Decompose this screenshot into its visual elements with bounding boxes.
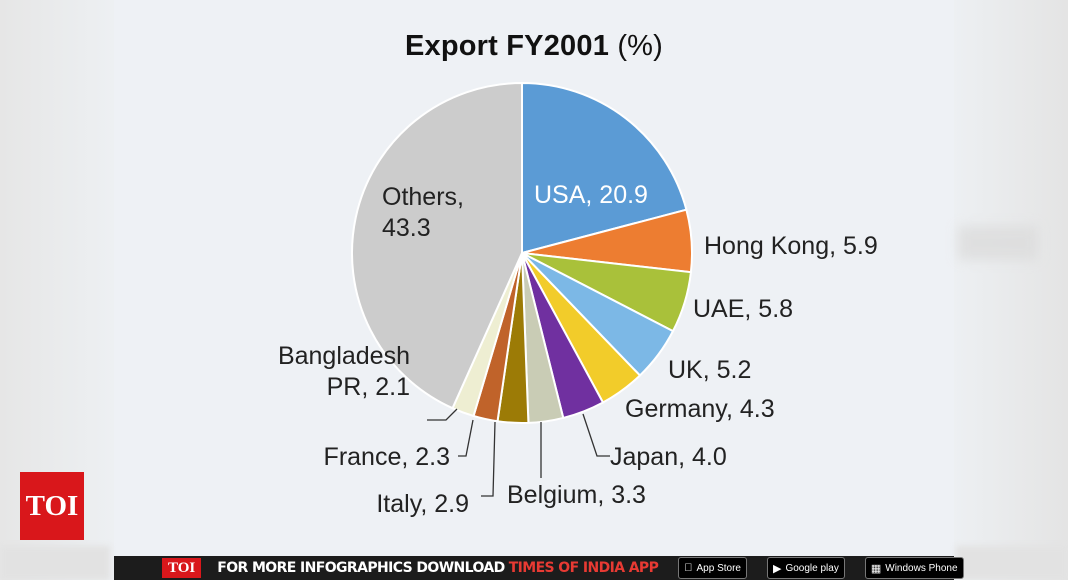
google-play-label: Google play (777, 562, 838, 574)
play-icon: ▶ (764, 562, 781, 575)
blurred-right-edge (956, 546, 1068, 580)
pie-label-uk: UK, 5.2 (668, 356, 751, 384)
apple-icon:  (684, 562, 692, 574)
blurred-background-text (958, 226, 1038, 260)
pie-label-bangladesh-pr-line-1: Bangladesh (278, 342, 410, 370)
pie-label-bangladesh-pr-line-2: PR, 2.1 (327, 373, 410, 401)
google-play-badge[interactable]: ▶ Google play (767, 557, 845, 579)
pie-label-belgium: Belgium, 3.3 (507, 481, 646, 509)
windows-phone-badge[interactable]: ▦ Windows Phone (862, 557, 964, 579)
chart-title-main: Export FY2001 (404, 30, 610, 62)
pie-slice-others (351, 81, 523, 410)
pie-label-italy: Italy, 2.9 (376, 490, 469, 518)
pie-label-hong-kong: Hong Kong, 5.9 (704, 232, 878, 260)
windows-icon: ▦ (862, 562, 881, 575)
pie-label-others-line-1: Others, (382, 183, 464, 211)
leader-line-france (458, 419, 474, 457)
pie-label-uae: UAE, 5.8 (693, 295, 793, 323)
chart-title: Export FY2001 (%) (0, 30, 1068, 63)
chart-title-unit: (%) (617, 30, 664, 62)
leader-line-italy (481, 421, 496, 497)
pie-label-germany: Germany, 4.3 (625, 395, 775, 423)
pie-label-usa: USA, 20.9 (534, 181, 648, 209)
pie-label-france: France, 2.3 (324, 443, 450, 471)
footer-toi-logo: TOI (162, 558, 202, 578)
leader-line-bangladesh-pr (427, 408, 458, 421)
toi-logo[interactable]: TOI (20, 472, 84, 540)
footer-promo-text: FOR MORE INFOGRAPHICS DOWNLOAD (217, 560, 505, 576)
blurred-left-edge (0, 546, 110, 580)
app-store-badge[interactable]:  App Store (678, 557, 747, 579)
pie-label-others-line-2: 43.3 (382, 214, 431, 242)
footer-banner: TOI FOR MORE INFOGRAPHICS DOWNLOAD TIMES… (114, 556, 964, 580)
pie-slice-usa (521, 81, 688, 255)
windows-phone-label: Windows Phone (877, 562, 957, 574)
footer-app-name: TIMES OF INDIA APP (508, 560, 659, 576)
app-store-label: App Store (688, 562, 741, 574)
leader-line-japan (582, 413, 610, 457)
pie-label-japan: Japan, 4.0 (610, 443, 727, 471)
